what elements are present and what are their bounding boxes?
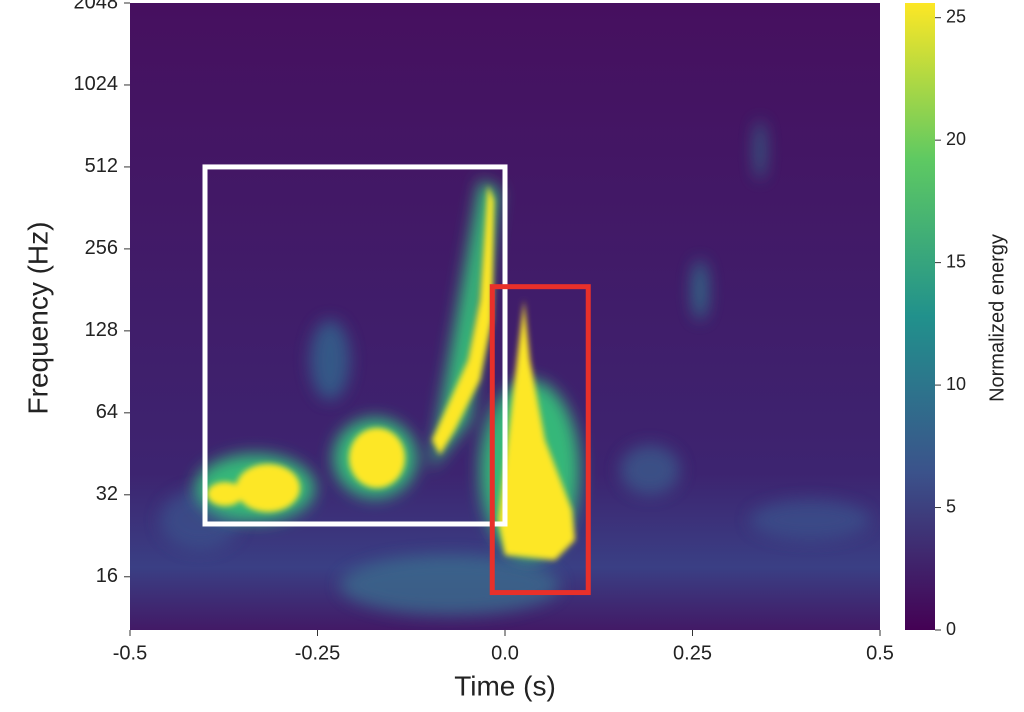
colorbar — [905, 3, 935, 630]
colorbar-tick-label: 5 — [946, 496, 956, 516]
annotation-box — [489, 284, 591, 596]
y-tick-label: 256 — [85, 237, 118, 259]
x-tick-label: 0.0 — [491, 642, 519, 664]
y-tick-label: 1024 — [74, 73, 119, 95]
colorbar-tick-label: 0 — [946, 619, 956, 639]
x-tick-label: -0.5 — [113, 642, 147, 664]
x-tick-label: -0.25 — [295, 642, 341, 664]
x-tick-label: 0.5 — [866, 642, 894, 664]
y-tick-label: 64 — [96, 401, 118, 423]
y-tick-label: 512 — [85, 155, 118, 177]
colorbar-tick-label: 10 — [946, 374, 966, 394]
y-tick-label: 128 — [85, 319, 118, 341]
y-tick-label: 2048 — [74, 0, 119, 13]
annotation-box — [202, 164, 508, 527]
y-tick-label: 32 — [96, 483, 118, 505]
colorbar-label: Normalized energy — [986, 234, 1008, 402]
y-tick-label: 16 — [96, 565, 118, 587]
x-tick-label: 0.25 — [673, 642, 712, 664]
colorbar-tick-label: 25 — [946, 6, 966, 26]
colorbar-tick-label: 20 — [946, 129, 966, 149]
x-axis-label: Time (s) — [454, 670, 556, 701]
y-axis-label: Frequency (Hz) — [22, 222, 53, 415]
colorbar-tick-label: 15 — [946, 251, 966, 271]
